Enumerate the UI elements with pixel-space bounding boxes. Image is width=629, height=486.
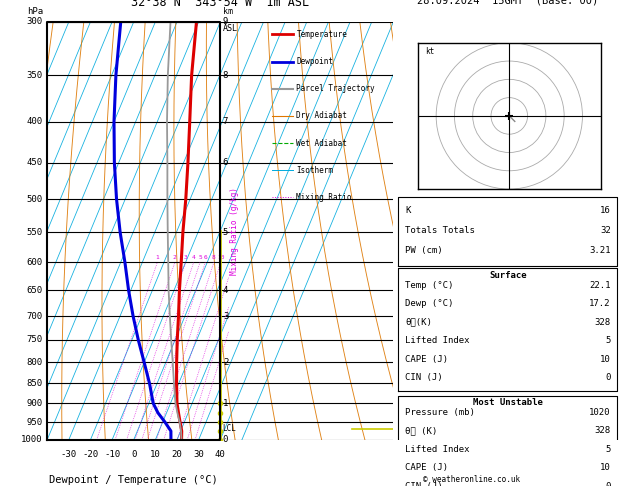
Text: 40: 40 xyxy=(215,450,226,459)
Text: 10: 10 xyxy=(600,463,611,472)
Text: 32: 32 xyxy=(600,226,611,235)
Text: 650: 650 xyxy=(26,286,43,295)
Text: 328: 328 xyxy=(594,426,611,435)
Text: Wet Adiabat: Wet Adiabat xyxy=(296,139,347,148)
Text: 1020: 1020 xyxy=(589,408,611,417)
Text: 4: 4 xyxy=(223,286,228,295)
Text: 28.09.2024  15GMT  (Base: 00): 28.09.2024 15GMT (Base: 00) xyxy=(417,0,599,5)
Text: 9: 9 xyxy=(223,17,228,26)
Text: 2: 2 xyxy=(223,358,228,367)
Text: LCL: LCL xyxy=(222,424,236,433)
Text: 8: 8 xyxy=(223,71,228,80)
Text: 6: 6 xyxy=(223,158,228,167)
Text: Mixing Ratio (g/kg): Mixing Ratio (g/kg) xyxy=(230,187,239,275)
Text: 800: 800 xyxy=(26,358,43,367)
Text: Parcel Trajectory: Parcel Trajectory xyxy=(296,84,375,93)
Text: 20: 20 xyxy=(172,450,182,459)
Text: Pressure (mb): Pressure (mb) xyxy=(405,408,475,417)
Text: 0: 0 xyxy=(223,435,228,444)
Text: 5: 5 xyxy=(605,445,611,454)
Text: 950: 950 xyxy=(26,417,43,427)
Text: 0: 0 xyxy=(605,482,611,486)
Text: Dewpoint / Temperature (°C): Dewpoint / Temperature (°C) xyxy=(49,475,218,486)
Text: θᴄ(K): θᴄ(K) xyxy=(405,318,432,327)
Text: © weatheronline.co.uk: © weatheronline.co.uk xyxy=(423,474,520,484)
Text: 750: 750 xyxy=(26,335,43,345)
Text: 450: 450 xyxy=(26,158,43,167)
Text: 0: 0 xyxy=(605,373,611,382)
Text: -20: -20 xyxy=(82,450,99,459)
Text: CIN (J): CIN (J) xyxy=(405,373,443,382)
Text: Mixing Ratio: Mixing Ratio xyxy=(296,193,352,202)
Text: Most Unstable: Most Unstable xyxy=(473,398,543,407)
Text: 3: 3 xyxy=(223,312,228,320)
Text: 3: 3 xyxy=(184,256,187,260)
Text: 1000: 1000 xyxy=(21,435,43,444)
Text: PW (cm): PW (cm) xyxy=(405,246,443,255)
Text: -30: -30 xyxy=(61,450,77,459)
Text: 350: 350 xyxy=(26,71,43,80)
Text: 500: 500 xyxy=(26,195,43,204)
Text: 400: 400 xyxy=(26,117,43,126)
Text: 550: 550 xyxy=(26,228,43,237)
Text: 900: 900 xyxy=(26,399,43,408)
Text: Dry Adiabat: Dry Adiabat xyxy=(296,111,347,121)
Text: 5: 5 xyxy=(223,228,228,237)
Text: -10: -10 xyxy=(104,450,120,459)
Text: ASL: ASL xyxy=(223,24,238,33)
Text: 17.2: 17.2 xyxy=(589,299,611,309)
Text: 300: 300 xyxy=(26,17,43,26)
Text: 10: 10 xyxy=(217,256,225,260)
Text: θᴄ (K): θᴄ (K) xyxy=(405,426,437,435)
Text: CAPE (J): CAPE (J) xyxy=(405,463,448,472)
Text: 4: 4 xyxy=(192,256,196,260)
Text: Temp (°C): Temp (°C) xyxy=(405,281,454,290)
Text: 2: 2 xyxy=(173,256,177,260)
Text: km: km xyxy=(223,7,233,16)
Text: 1: 1 xyxy=(155,256,159,260)
Text: 10: 10 xyxy=(150,450,161,459)
Text: 0: 0 xyxy=(131,450,136,459)
Text: 16: 16 xyxy=(600,206,611,215)
Text: hPa: hPa xyxy=(26,7,43,16)
Text: Lifted Index: Lifted Index xyxy=(405,445,470,454)
Text: 600: 600 xyxy=(26,258,43,267)
Text: kt: kt xyxy=(425,47,435,56)
Text: CIN (J): CIN (J) xyxy=(405,482,443,486)
Text: Temperature: Temperature xyxy=(296,30,347,39)
Text: 5: 5 xyxy=(605,336,611,345)
Text: CAPE (J): CAPE (J) xyxy=(405,355,448,364)
Text: Dewp (°C): Dewp (°C) xyxy=(405,299,454,309)
Text: 5: 5 xyxy=(198,256,202,260)
Text: 850: 850 xyxy=(26,379,43,388)
Text: 3.21: 3.21 xyxy=(589,246,611,255)
Text: 32°38'N  343°54'W  1m ASL: 32°38'N 343°54'W 1m ASL xyxy=(131,0,309,9)
Text: Lifted Index: Lifted Index xyxy=(405,336,470,345)
Text: Isotherm: Isotherm xyxy=(296,166,333,175)
Text: 328: 328 xyxy=(594,318,611,327)
Text: Surface: Surface xyxy=(489,271,526,279)
Text: Totals Totals: Totals Totals xyxy=(405,226,475,235)
Text: 10: 10 xyxy=(600,355,611,364)
Text: Dewpoint: Dewpoint xyxy=(296,57,333,66)
Text: 8: 8 xyxy=(212,256,216,260)
Text: 22.1: 22.1 xyxy=(589,281,611,290)
Text: 30: 30 xyxy=(193,450,204,459)
Text: 1: 1 xyxy=(223,399,228,408)
Text: K: K xyxy=(405,206,411,215)
Text: 700: 700 xyxy=(26,312,43,320)
Text: 6: 6 xyxy=(203,256,207,260)
Text: 7: 7 xyxy=(223,117,228,126)
